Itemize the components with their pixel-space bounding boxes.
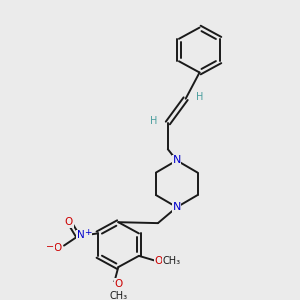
Text: CH₃: CH₃ [109,291,128,300]
Text: N: N [172,202,181,212]
Text: H: H [196,92,203,102]
Text: N: N [172,155,181,165]
Text: O: O [154,256,163,266]
Text: +: + [84,228,92,237]
Text: O: O [114,279,122,289]
Text: O: O [53,243,61,254]
Text: CH₃: CH₃ [163,256,181,266]
Text: N: N [77,230,85,240]
Text: −: − [46,242,54,251]
Text: O: O [65,217,73,227]
Text: H: H [150,116,158,126]
